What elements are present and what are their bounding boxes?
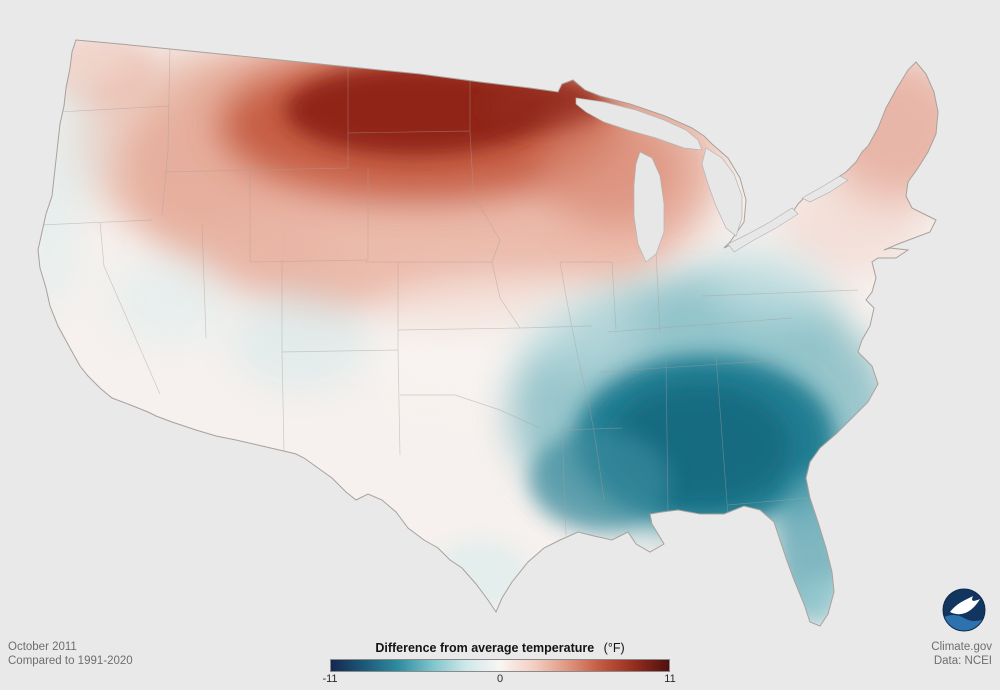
legend-title: Difference from average temperature (375, 641, 595, 655)
legend-ticks: -11 0 11 (322, 673, 675, 687)
state-borders (39, 44, 859, 536)
lake-michigan (633, 151, 665, 263)
map-period: October 2011 (8, 641, 77, 653)
map-baseline: Compared to 1991-2020 (8, 655, 133, 667)
lake-erie (727, 207, 799, 253)
noaa-logo (942, 588, 986, 632)
credits: Climate.gov Data: NCEI (931, 640, 992, 668)
great-lakes (575, 97, 849, 263)
legend-tick-mid: 0 (496, 673, 504, 685)
legend-unit: (°F) (603, 641, 625, 655)
legend-tick-min: -11 (322, 673, 338, 685)
lake-huron (701, 147, 743, 237)
legend: Difference from average temperature (°F)… (320, 641, 680, 687)
map-date-attribution: October 2011 Compared to 1991-2020 (8, 640, 133, 668)
lake-superior (575, 97, 703, 151)
credit-site: Climate.gov (931, 641, 992, 653)
legend-title-row: Difference from average temperature (°F) (320, 641, 680, 655)
credit-data-source: Data: NCEI (933, 655, 992, 667)
legend-tick-max: 11 (664, 673, 676, 685)
legend-colorbar (330, 659, 670, 672)
lake-ontario (801, 175, 849, 203)
